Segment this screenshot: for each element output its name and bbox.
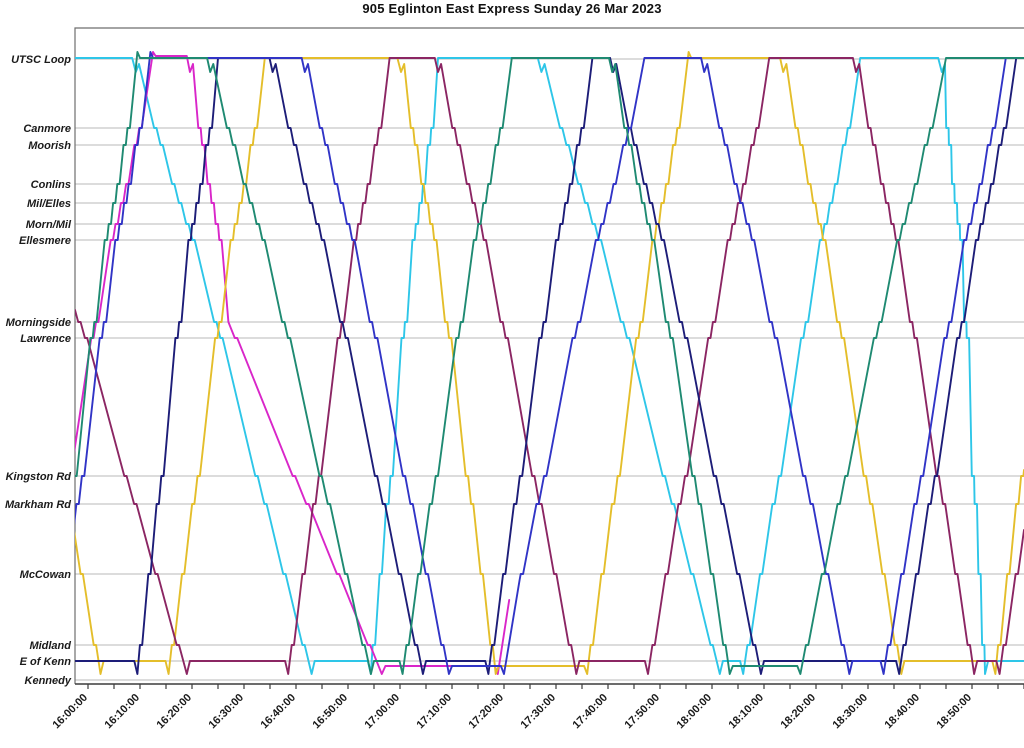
time-label: 17:50:00 (622, 692, 662, 732)
stop-label: Midland (29, 640, 71, 652)
time-label: 17:20:00 (466, 692, 506, 732)
stop-label: Morningside (6, 317, 71, 329)
vehicle-magenta-line (75, 51, 511, 675)
vehicle-navy-line (75, 57, 1024, 675)
vehicle-trajectories (75, 51, 1024, 675)
vehicle-cyan-line (75, 57, 1024, 675)
vehicle-purple-line (75, 57, 1024, 675)
stop-label: Kingston Rd (6, 471, 72, 483)
stop-label: Lawrence (20, 333, 71, 345)
time-label: 16:30:00 (206, 692, 246, 732)
stop-label: E of Kenn (20, 656, 72, 668)
vehicle-gold-line (75, 51, 1024, 675)
time-label: 16:20:00 (154, 692, 194, 732)
time-label: 16:10:00 (102, 692, 142, 732)
plot-frame (74, 27, 1024, 684)
time-label: 18:20:00 (778, 692, 818, 732)
time-label: 17:10:00 (414, 692, 454, 732)
time-label: 18:40:00 (882, 692, 922, 732)
time-label: 16:50:00 (310, 692, 350, 732)
time-label: 17:40:00 (570, 692, 610, 732)
stop-label: Mil/Elles (27, 198, 71, 210)
vehicle-teal-line (75, 51, 1024, 675)
stop-label: UTSC Loop (11, 54, 71, 66)
time-label: 18:00:00 (674, 692, 714, 732)
time-label: 18:30:00 (830, 692, 870, 732)
time-label: 18:50:00 (934, 692, 974, 732)
stop-label: Kennedy (25, 675, 72, 687)
time-label: 17:30:00 (518, 692, 558, 732)
chart-title: 905 Eglinton East Express Sunday 26 Mar … (362, 1, 662, 16)
stop-label: Canmore (23, 123, 71, 135)
time-label: 16:40:00 (258, 692, 298, 732)
stop-label: Ellesmere (19, 235, 71, 247)
stop-label: Morn/Mil (26, 219, 72, 231)
time-label: 18:10:00 (726, 692, 766, 732)
stop-label: Conlins (31, 179, 71, 191)
stop-label: McCowan (20, 569, 72, 581)
time-label: 16:00:00 (50, 692, 90, 732)
time-label: 17:00:00 (362, 692, 402, 732)
stop-label: Markham Rd (5, 499, 71, 511)
vehicle-blue-line (75, 51, 1024, 675)
stop-label: Moorish (28, 140, 71, 152)
